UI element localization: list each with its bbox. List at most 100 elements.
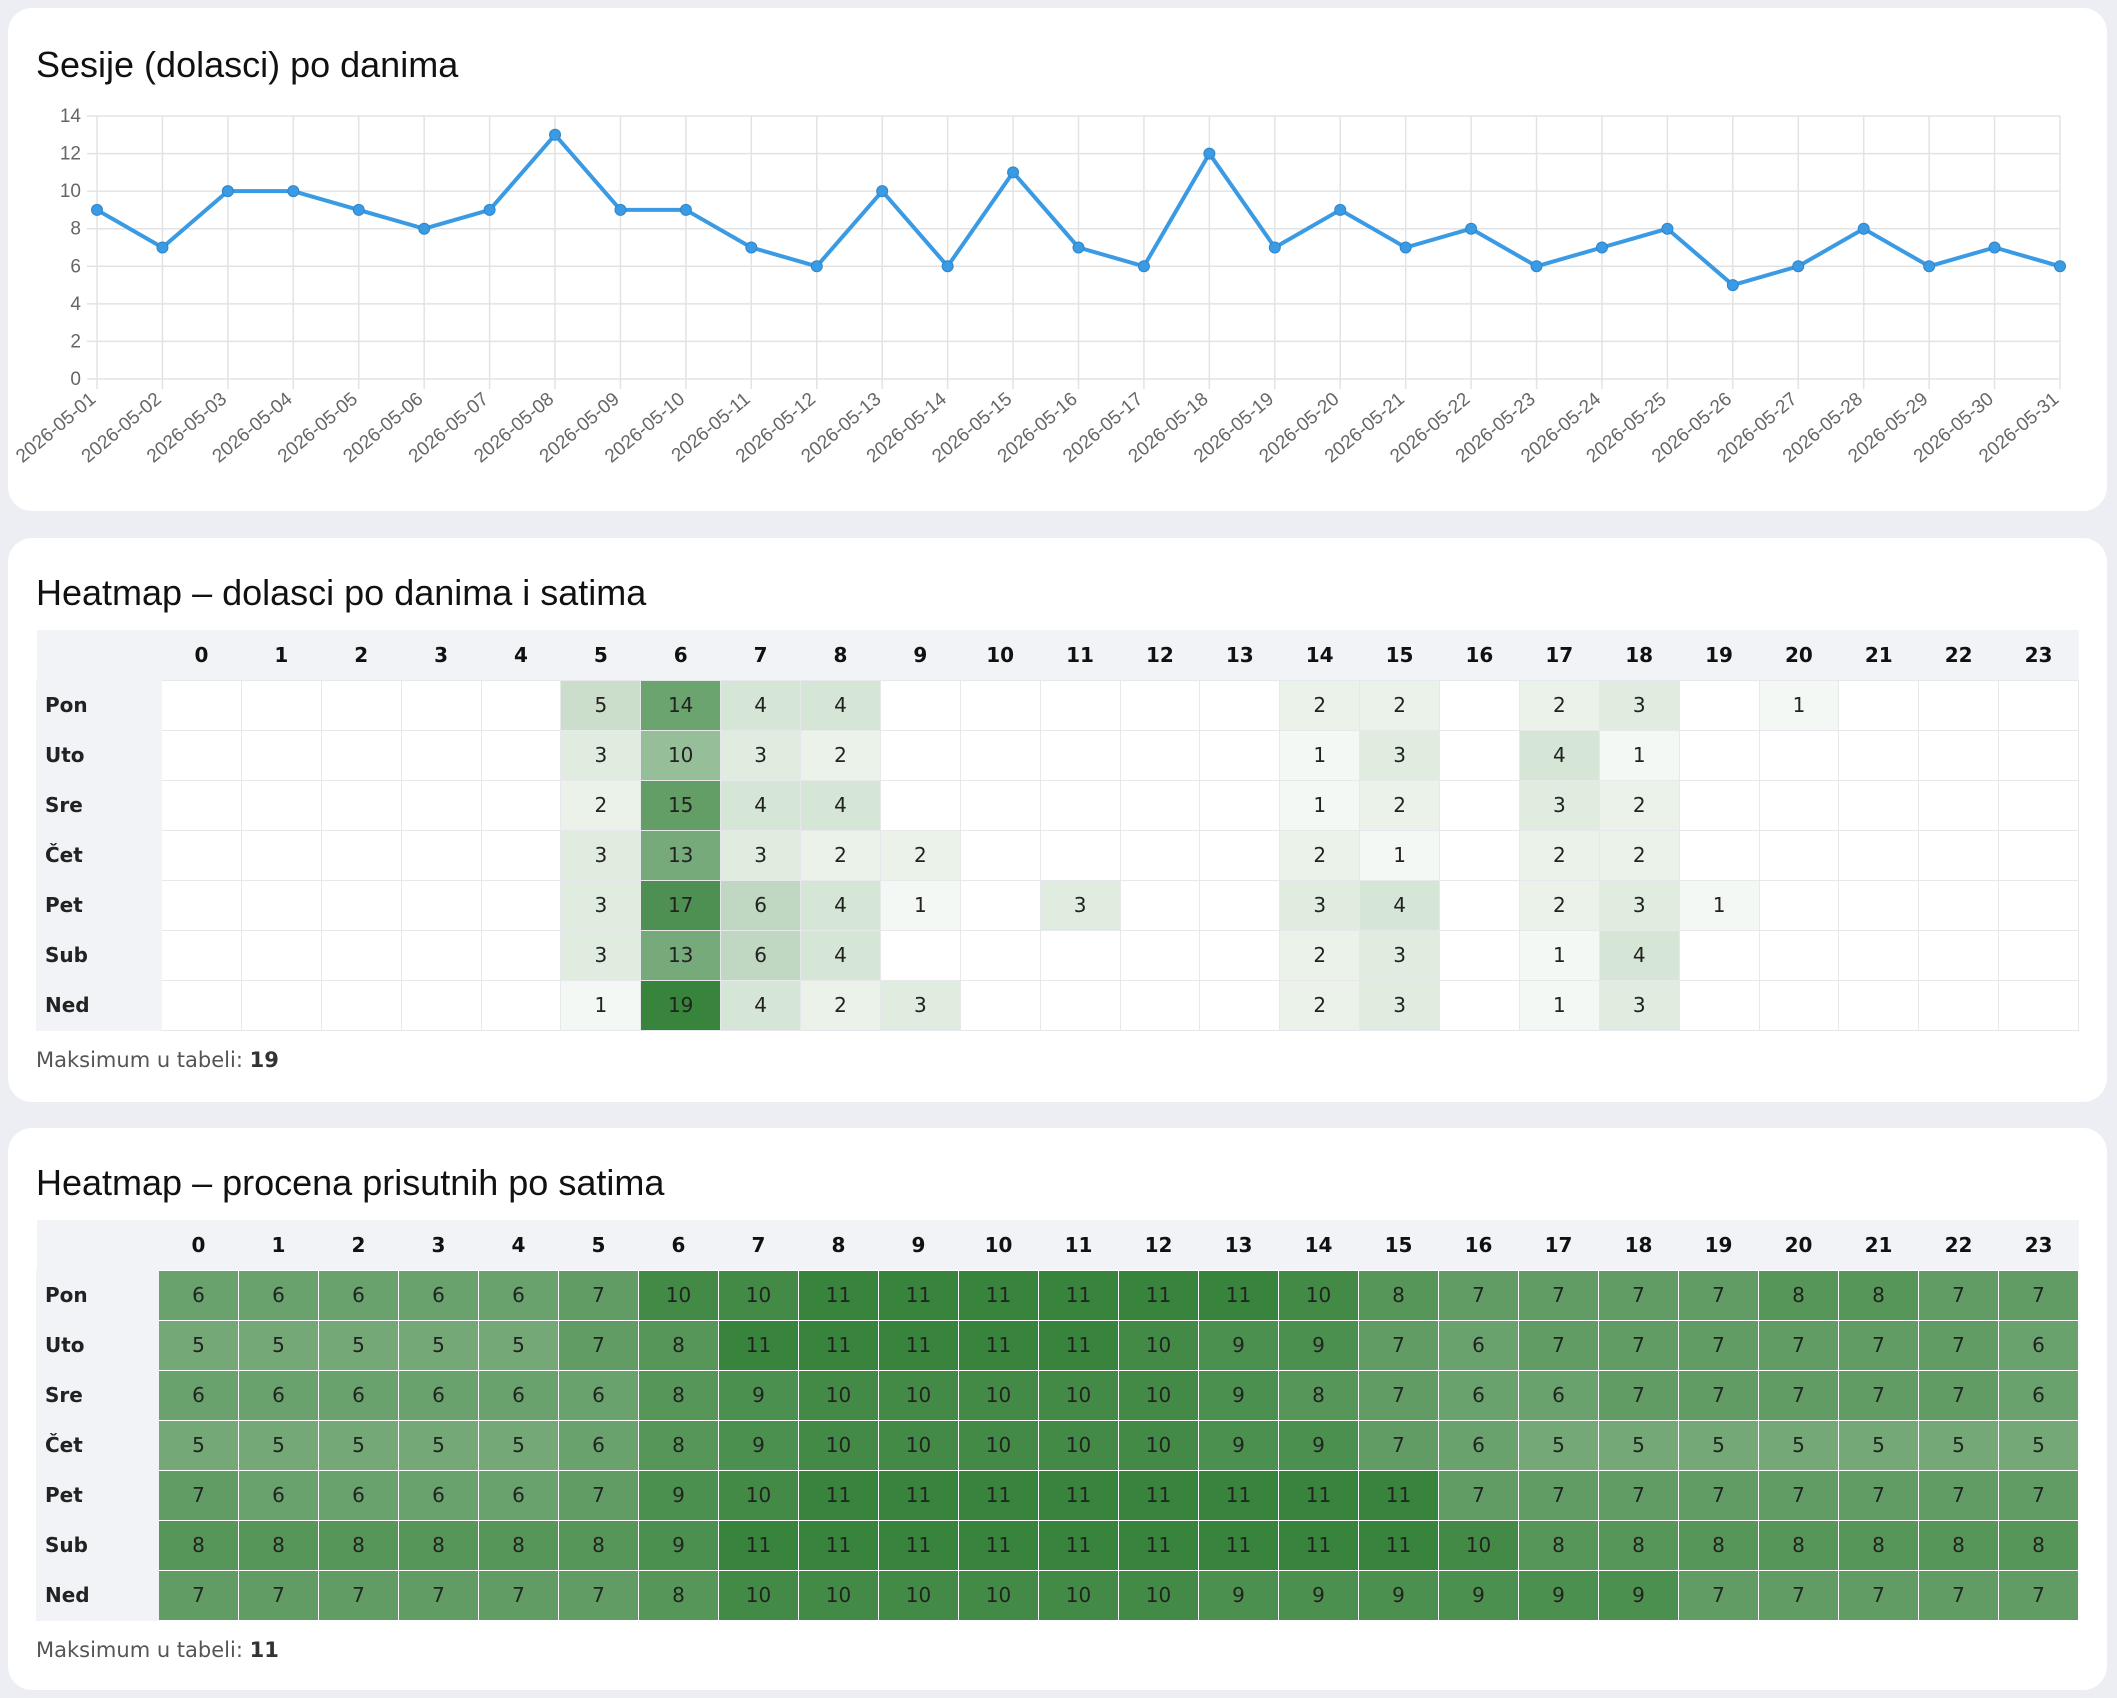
heatmap-cell [1119,679,1201,731]
heatmap-cell: 11 [878,1319,959,1371]
corner-header [36,630,162,680]
heatmap-cell: 8 [1758,1519,1839,1571]
heatmap-cell: 8 [638,1419,719,1471]
heatmap-cell [400,829,482,881]
heatmap-cell [1039,829,1121,881]
heatmap-cell: 1 [1598,729,1680,781]
data-point [1007,166,1020,179]
heatmap-cell: 10 [1438,1519,1519,1571]
heatmap-cell [959,979,1041,1031]
heatmap-cell: 10 [878,1369,959,1421]
heatmap-cell [240,729,322,781]
heatmap-cell: 6 [1438,1319,1519,1371]
heatmap-cell [240,879,322,931]
heatmap-cell: 3 [560,929,642,981]
heatmap-cell: 11 [878,1469,959,1521]
presence-heatmap-title: Heatmap – procena prisutnih po satima [36,1162,665,1203]
y-tick-label: 2 [70,331,81,352]
heatmap-cell: 5 [238,1419,319,1471]
heatmap-cell: 10 [878,1419,959,1471]
heatmap-cell: 7 [238,1569,319,1621]
day-label: Ned [36,979,162,1031]
heatmap-cell: 2 [879,829,961,881]
heatmap-cell: 11 [958,1519,1039,1571]
hour-header: 8 [800,630,881,680]
data-point [1530,260,1543,273]
hour-header: 22 [1918,630,1999,680]
hour-header: 4 [481,630,561,680]
heatmap-cell: 10 [718,1469,799,1521]
heatmap-cell [1838,829,1920,881]
heatmap-cell: 11 [1038,1269,1119,1321]
data-point [549,128,562,141]
heatmap-cell [400,879,482,931]
heatmap-cell: 7 [1518,1269,1599,1321]
heatmap-cell: 2 [560,779,642,831]
heatmap-cell: 8 [1518,1519,1599,1571]
heatmap-cell: 10 [1038,1419,1119,1471]
heatmap-cell: 6 [158,1269,239,1321]
heatmap-cell: 11 [958,1269,1039,1321]
heatmap-cell [1998,679,2079,731]
heatmap-cell [1119,779,1201,831]
heatmap-cell: 11 [718,1319,799,1371]
heatmap-cell [1678,979,1760,1031]
heatmap-cell: 8 [638,1369,719,1421]
heatmap-cell [1758,979,1840,1031]
heatmap-cell [959,929,1041,981]
heatmap-cell: 9 [1438,1569,1519,1621]
heatmap-cell: 13 [640,829,722,881]
data-point [1465,222,1478,235]
heatmap-cell [240,679,322,731]
heatmap-cell: 10 [958,1369,1039,1421]
heatmap-cell [959,729,1041,781]
heatmap-cell [1918,779,2000,831]
heatmap-cell [1918,729,2000,781]
heatmap-cell: 11 [718,1519,799,1571]
heatmap-cell [1678,929,1760,981]
data-point [1792,260,1805,273]
heatmap-cell: 5 [398,1319,479,1371]
heatmap-cell [1439,729,1520,781]
heatmap-cell: 10 [718,1569,799,1621]
heatmap-cell [1918,979,2000,1031]
data-point [2054,260,2066,273]
heatmap-cell [400,929,482,981]
hour-header: 11 [1038,1220,1119,1270]
hour-header: 10 [958,1220,1039,1270]
heatmap-cell [400,979,482,1031]
data-point [352,203,365,216]
heatmap-cell: 2 [800,979,881,1031]
heatmap-cell: 10 [798,1369,879,1421]
hour-header: 5 [560,630,641,680]
data-point [876,185,889,198]
heatmap-cell: 2 [1279,929,1361,981]
heatmap-cell [959,679,1041,731]
y-tick-label: 0 [70,369,81,390]
data-point [1399,241,1412,254]
hour-header: 19 [1679,630,1759,680]
heatmap-cell: 2 [1359,779,1440,831]
heatmap-cell: 3 [720,829,801,881]
heatmap-cell: 7 [318,1569,399,1621]
heatmap-cell: 5 [158,1319,239,1371]
data-point [483,203,496,216]
heatmap-cell [320,929,402,981]
heatmap-cell: 2 [1279,979,1361,1031]
hour-header: 17 [1519,630,1600,680]
heatmap-cell: 9 [1358,1569,1439,1621]
heatmap-cell: 7 [1758,1369,1839,1421]
heatmap-cell: 8 [238,1519,319,1571]
heatmap-cell: 7 [1678,1369,1759,1421]
heatmap-cell [879,679,961,731]
y-tick-label: 14 [60,106,82,127]
hour-header: 4 [478,1220,559,1270]
data-point [810,260,823,273]
heatmap-cell: 5 [1998,1419,2079,1471]
heatmap-cell: 8 [318,1519,399,1571]
heatmap-cell: 11 [1358,1519,1439,1571]
heatmap-cell: 5 [1918,1419,1999,1471]
heatmap-cell: 8 [1758,1269,1839,1321]
hour-header: 21 [1838,1220,1919,1270]
